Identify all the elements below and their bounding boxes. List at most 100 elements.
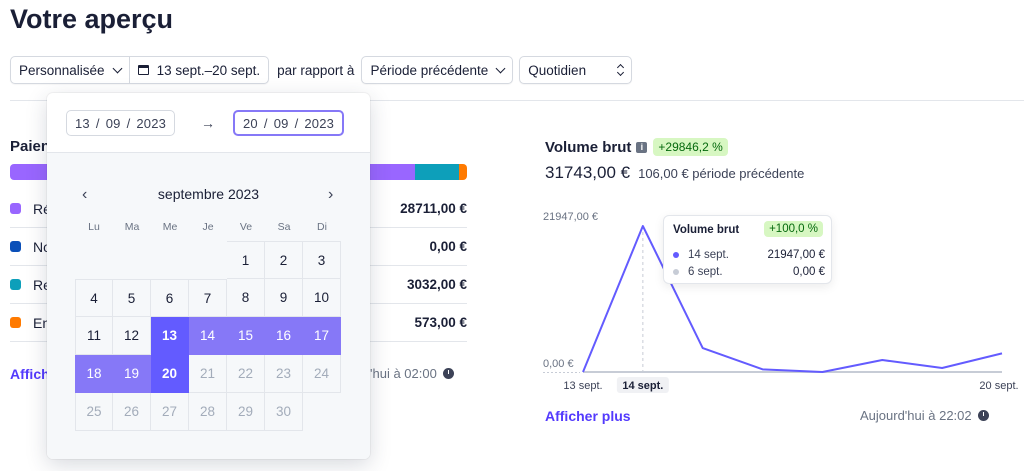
payment-row-value: 0,00 €: [429, 239, 467, 254]
calendar-day[interactable]: 2: [265, 241, 303, 279]
tooltip-row-label: 6 sept.: [688, 266, 723, 278]
payment-row-value: 28711,00 €: [400, 201, 467, 216]
select-arrows-icon: [617, 63, 625, 77]
payment-row-value: 573,00 €: [414, 315, 467, 330]
calendar-day: [113, 241, 151, 279]
payment-row-value: 3032,00 €: [406, 277, 467, 292]
x-tick-label: 20 sept.: [979, 380, 1018, 392]
range-type-dropdown[interactable]: Personnalisée: [10, 56, 130, 84]
calendar-day[interactable]: 13: [151, 317, 189, 355]
calendar-day[interactable]: 7: [189, 279, 227, 317]
month-label: septembre 2023: [157, 186, 260, 202]
tooltip-row-value: 0,00 €: [793, 266, 825, 278]
range-type-label: Personnalisée: [19, 62, 105, 78]
volume-amount: 31743,00 € 106,00 € période précédente: [545, 163, 804, 183]
chevron-down-icon: [495, 63, 506, 73]
payment-row-label: Ré: [33, 200, 51, 217]
interval-select[interactable]: Quotidien: [519, 56, 633, 84]
series-dot: [673, 269, 679, 275]
tooltip-row-label: 14 sept.: [688, 249, 729, 261]
compare-dropdown[interactable]: Période précédente: [361, 56, 514, 84]
calendar-day[interactable]: 8: [227, 279, 265, 317]
calendar-day[interactable]: 11: [75, 317, 113, 355]
volume-line-chart[interactable]: 21947,00 € 0,00 € 13 sept. 14 sept. 20 sept.: [540, 200, 1020, 400]
calendar-day[interactable]: 18: [75, 355, 113, 393]
volume-title-label: Volume brut: [545, 138, 632, 156]
weekday-label: Me: [162, 221, 178, 233]
calendar-grid: Lu Ma Me Je Ve Sa Di 1 2 3 4 5 6 7 8 9 10 11 12 13 14…: [75, 221, 341, 431]
start-day[interactable]: 13: [75, 115, 90, 131]
x-tick-highlight: [616, 377, 669, 393]
calendar-day[interactable]: 14: [189, 317, 227, 355]
calendar-day: 27: [151, 393, 189, 431]
calendar-day: 28: [189, 393, 227, 431]
interval-value: Quotidien: [528, 62, 587, 78]
info-icon[interactable]: i: [636, 141, 648, 153]
compare-value: Période précédente: [370, 62, 489, 78]
updated-time: 'hui à 02:00: [370, 366, 454, 381]
y-tick-label: 0,00 €: [543, 358, 574, 370]
updated-time-label: 'hui à 02:00: [370, 366, 437, 381]
date-picker-popup: 13 / 09 / 2023 → 20 / 09 / 2023 ‹ septem…: [47, 93, 370, 459]
date-inputs-header: 13 / 09 / 2023 → 20 / 09 / 2023: [47, 93, 370, 153]
calendar-day[interactable]: 9: [265, 279, 303, 317]
end-month[interactable]: 09: [273, 115, 289, 131]
weekday-label: Sa: [277, 221, 291, 233]
calendar-day[interactable]: 15: [227, 317, 265, 355]
chart-tooltip: Volume brut +100,0 % 14 sept. 21947,00 €…: [663, 215, 832, 284]
end-day[interactable]: 20: [243, 115, 258, 131]
calendar-day[interactable]: 10: [303, 279, 341, 317]
calendar-day: 26: [113, 393, 151, 431]
calendar-day[interactable]: 19: [113, 355, 151, 393]
compare-label: par rapport à: [277, 62, 355, 78]
calendar-day[interactable]: 1: [227, 241, 265, 279]
calendar-day[interactable]: 3: [303, 241, 341, 279]
tooltip-row: 6 sept. 0,00 €: [673, 266, 825, 278]
tooltip-title: Volume brut: [673, 224, 740, 236]
x-tick-label: 13 sept.: [563, 380, 602, 392]
start-date-input[interactable]: 13 / 09 / 2023: [66, 110, 176, 136]
payment-row-label: Re: [33, 276, 51, 293]
day-cells: 1 2 3 4 5 6 7 8 9 10 11 12 13 14 15 16 17 18 19 20 21 22 23 24 2…: [75, 241, 341, 431]
calendar-icon: [137, 65, 149, 75]
updated-time-label: Aujourd'hui à 22:02: [860, 408, 972, 423]
weekday-header: Lu Ma Me Je Ve Sa Di: [75, 221, 341, 241]
calendar-day: 21: [189, 355, 227, 393]
calendar-day: 24: [303, 355, 341, 393]
calendar-day[interactable]: 4: [75, 279, 113, 317]
clock-icon: [442, 368, 454, 379]
calendar-day[interactable]: 20: [151, 355, 189, 393]
start-month[interactable]: 09: [105, 115, 121, 131]
date-range-label: 13 sept.–20 sept.: [156, 62, 261, 78]
calendar-day[interactable]: 12: [113, 317, 151, 355]
prev-month-button[interactable]: ‹: [82, 186, 88, 203]
weekday-label: Ve: [239, 221, 253, 233]
end-year[interactable]: 2023: [304, 115, 335, 131]
calendar-day[interactable]: 16: [265, 317, 303, 355]
legend-swatch: [10, 317, 21, 328]
y-tick-label: 21947,00 €: [543, 211, 598, 223]
end-date-input[interactable]: 20 / 09 / 2023: [233, 110, 345, 136]
weekday-label: Di: [317, 221, 327, 233]
calendar-day: 22: [227, 355, 265, 393]
weekday-label: Ma: [124, 221, 140, 233]
payment-row-label: En: [33, 314, 51, 331]
tooltip-row: 14 sept. 21947,00 €: [673, 249, 825, 261]
calendar-day[interactable]: 17: [303, 317, 341, 355]
legend-swatch: [10, 279, 21, 290]
calendar-day: 23: [265, 355, 303, 393]
show-more-link[interactable]: Affich: [10, 366, 50, 382]
payments-title: Paien: [10, 138, 51, 155]
date-range-button[interactable]: 13 sept.–20 sept.: [129, 56, 270, 84]
chevron-down-icon: [112, 63, 123, 73]
page-title: Votre aperçu: [10, 4, 174, 34]
legend-swatch: [10, 241, 21, 252]
calendar-day[interactable]: 6: [151, 279, 189, 317]
next-month-button[interactable]: ›: [328, 186, 334, 203]
calendar-day[interactable]: 5: [113, 279, 151, 317]
show-more-link[interactable]: Afficher plus: [545, 408, 631, 424]
start-year[interactable]: 2023: [136, 115, 167, 131]
previous-period-value: 106,00 € période précédente: [638, 166, 805, 181]
legend-swatch: [10, 203, 21, 214]
change-badge: +29846,2 %: [653, 138, 728, 156]
